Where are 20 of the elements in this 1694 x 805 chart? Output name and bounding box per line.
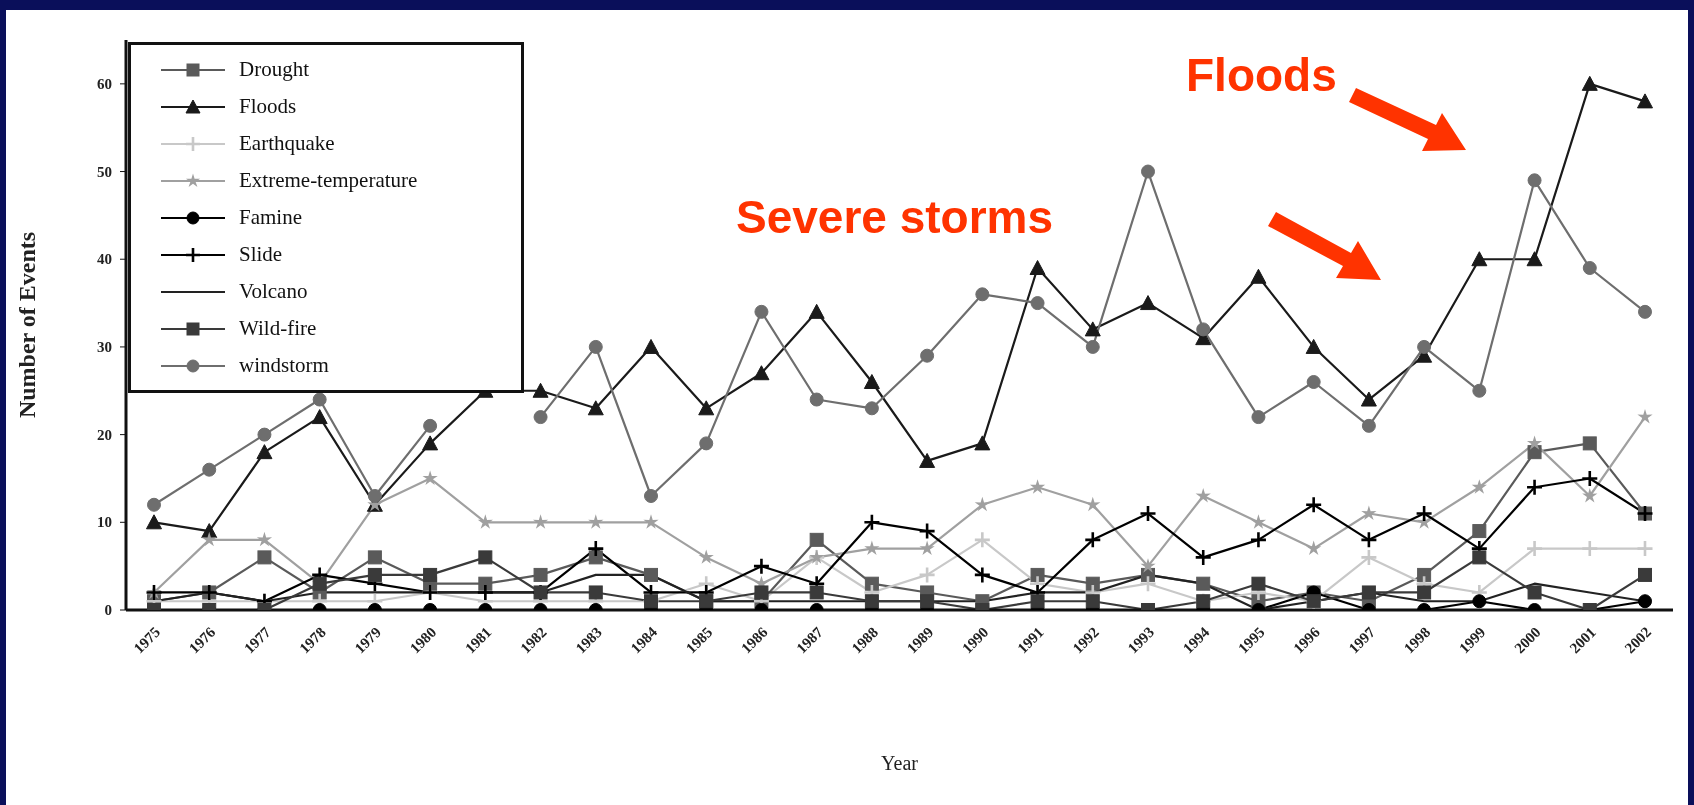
y-tick-label: 40 [97,251,112,268]
legend-label: windstorm [239,353,329,378]
y-axis-title: Number of Events [13,231,40,419]
legend-label: Drought [239,57,309,82]
legend-label: Wild-fire [239,316,317,341]
annotation: Floods [1186,48,1337,102]
legend-label: Earthquake [239,131,335,156]
y-tick-label: 20 [97,426,112,443]
legend-label: Famine [239,205,302,230]
annotation: Severe storms [736,190,1054,244]
legend-label: Extreme-temperature [239,168,418,193]
y-tick-label: 10 [97,514,112,531]
y-tick-label: 50 [97,163,112,180]
legend-label: Volcano [239,279,308,304]
legend-label: Slide [239,242,283,267]
x-axis-title: Year [881,752,919,774]
y-tick-label: 30 [97,338,112,355]
y-tick-label: 0 [104,602,112,618]
y-tick-label: 60 [97,75,112,92]
legend-label: Floods [239,94,297,119]
